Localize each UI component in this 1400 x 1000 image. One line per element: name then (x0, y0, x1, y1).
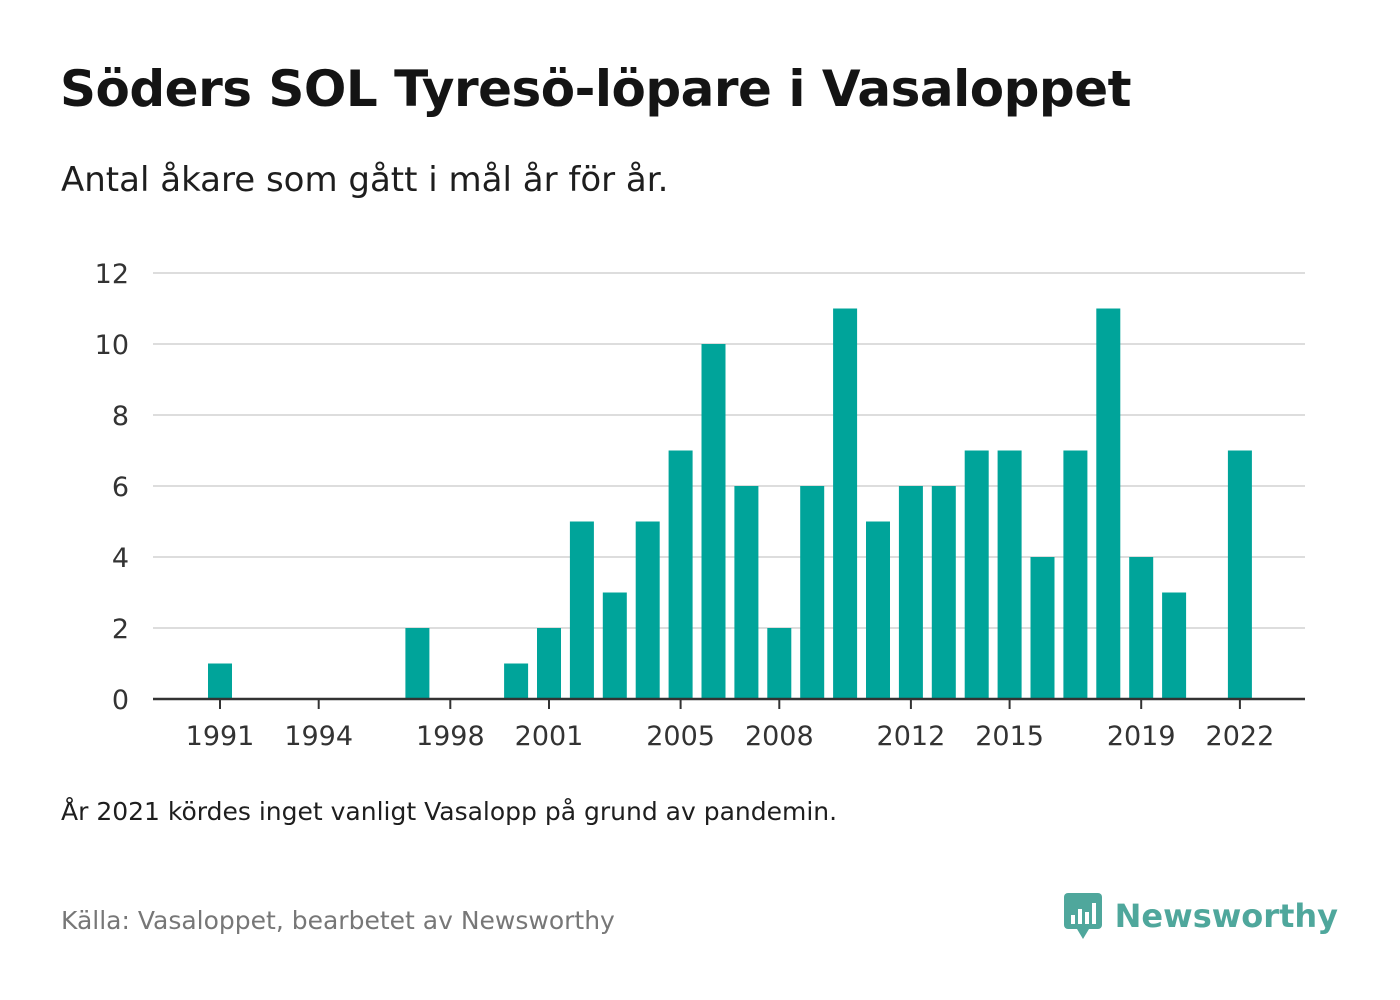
y-tick-label: 10 (95, 330, 129, 361)
y-tick-label: 12 (95, 259, 129, 290)
bar-2022 (1227, 450, 1252, 699)
chart-title: Söders SOL Tyresö-löpare i Vasaloppet (60, 60, 1132, 118)
x-tick-label: 1991 (186, 721, 255, 752)
bar-2008 (767, 628, 792, 699)
x-tick-label: 2019 (1107, 721, 1176, 752)
bar-2003 (602, 592, 627, 699)
bar-2011 (866, 521, 890, 699)
newsworthy-logo-icon (1063, 893, 1102, 939)
chart-subtitle: Antal åkare som gått i mål år för år. (61, 160, 669, 200)
bar-2014 (964, 450, 989, 699)
bar-2020 (1162, 592, 1187, 699)
x-tick-label: 2008 (745, 721, 814, 752)
brand-name: Newsworthy (1114, 897, 1338, 935)
y-tick-label: 8 (112, 401, 129, 432)
source-text: Källa: Vasaloppet, bearbetet av Newswort… (61, 906, 615, 935)
bar-1991 (208, 663, 232, 699)
y-tick-label: 6 (112, 472, 129, 503)
bar-2010 (833, 308, 858, 699)
bar-chart: 0 2 4 6 8 10 12 1991 1994 1998 2001 2005 2008 2012 201… (95, 259, 1305, 752)
bar-2012 (898, 486, 923, 699)
x-tick-label: 2022 (1206, 721, 1275, 752)
bar-2009 (800, 486, 825, 699)
x-tick-label: 2001 (515, 721, 584, 752)
bar-2001 (537, 628, 561, 699)
bar-2017 (1063, 450, 1088, 699)
bar-2015 (997, 450, 1022, 699)
x-tick-label: 2015 (975, 721, 1044, 752)
bar-2007 (734, 486, 759, 699)
bar-2016 (1030, 557, 1055, 699)
x-tick-label: 1998 (416, 721, 485, 752)
x-tick-label: 2012 (877, 721, 946, 752)
bar-2006 (701, 344, 726, 699)
x-tick-label: 2005 (646, 721, 715, 752)
bar-2000 (504, 663, 529, 699)
bar-1997 (405, 628, 430, 699)
x-tick-label: 1994 (284, 721, 353, 752)
bar-2018 (1096, 308, 1121, 699)
y-tick-label: 4 (112, 543, 129, 574)
bar-2005 (668, 450, 693, 699)
bar-2013 (931, 486, 956, 699)
y-tick-label: 2 (112, 614, 129, 645)
chart-note: År 2021 kördes inget vanligt Vasalopp på… (61, 797, 838, 826)
bar-2002 (569, 521, 594, 699)
bar-2019 (1129, 557, 1154, 699)
newsworthy-brand: Newsworthy (1063, 891, 1338, 941)
y-tick-label: 0 (112, 685, 129, 716)
bar-2004 (635, 521, 660, 699)
